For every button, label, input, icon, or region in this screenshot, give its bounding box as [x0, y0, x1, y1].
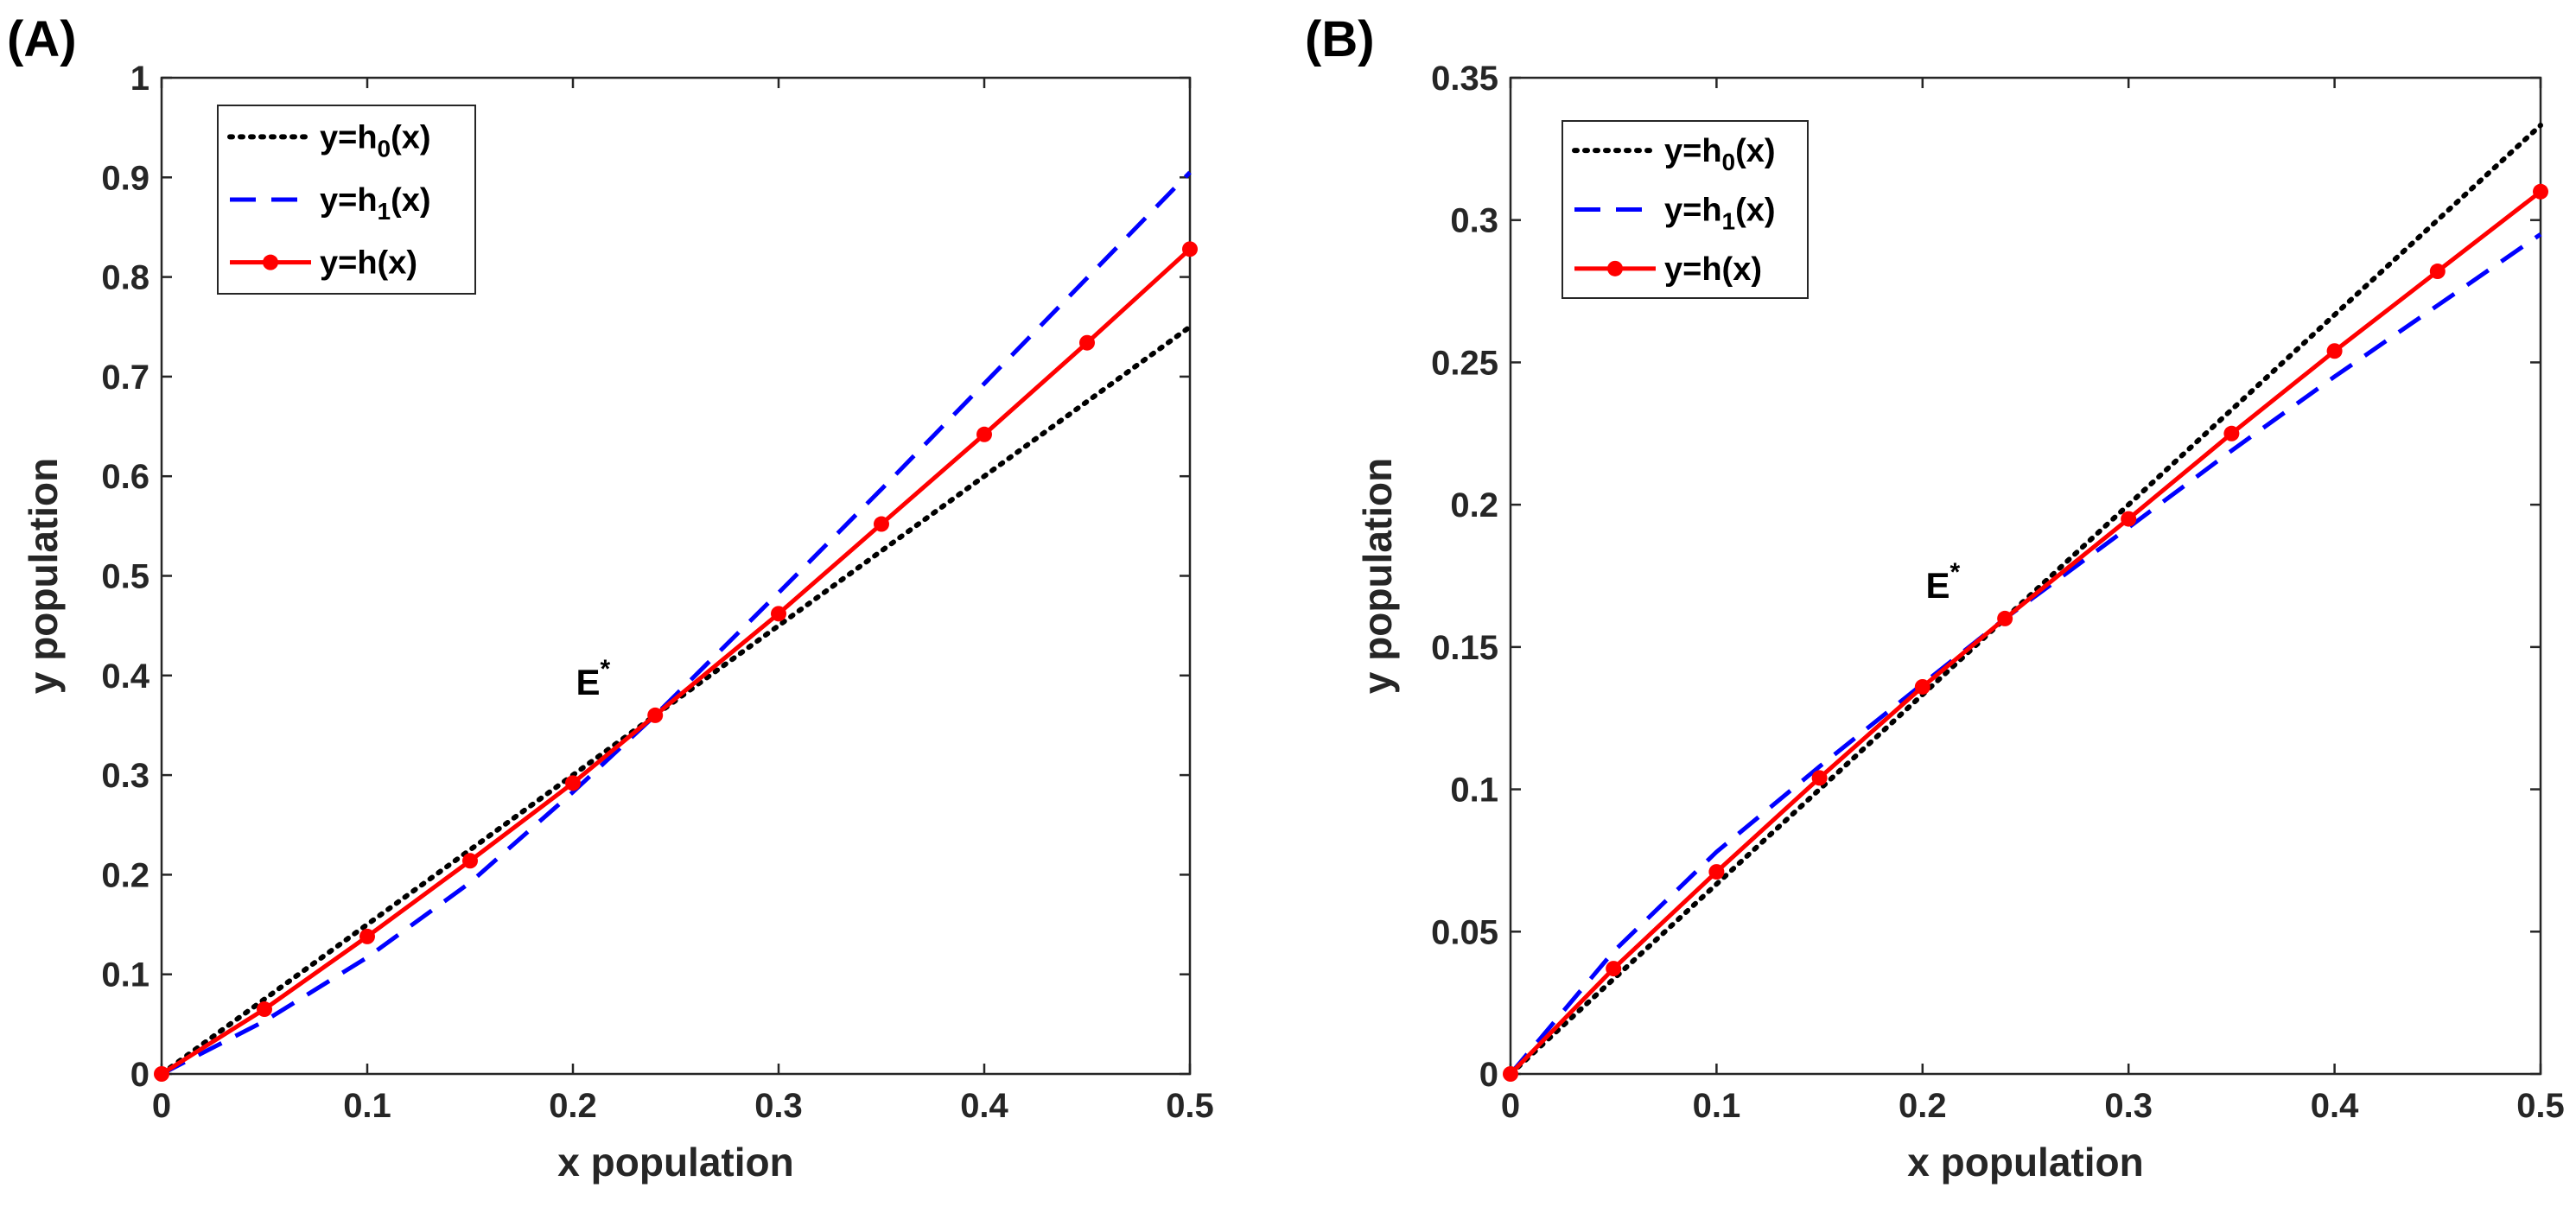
- x-axis-label: x population: [1907, 1140, 2143, 1185]
- legend-label-h1: y=h1(x): [320, 182, 431, 225]
- data-point-h: [1606, 961, 1622, 977]
- x-tick-label: 0: [1501, 1087, 1520, 1125]
- x-tick-label: 0.2: [549, 1087, 597, 1125]
- y-tick-label: 0.9: [101, 159, 149, 197]
- y-tick-label: 0.5: [101, 558, 149, 596]
- y-tick-label: 0.6: [101, 458, 149, 496]
- legend: y=h0(x) y=h1(x) y=h(x): [1562, 120, 1809, 299]
- x-axis-label: x population: [557, 1140, 793, 1185]
- chart-panel-b: (B) 0 0.1 0.2 0.3 0.4 0.5 0 0.05 0.1 0.15 0.2 0.25 0.…: [1305, 11, 2565, 1185]
- x-tick-label: 0.3: [754, 1087, 803, 1125]
- data-point-h: [976, 426, 992, 442]
- data-point-h: [2223, 425, 2240, 442]
- data-point-h: [2121, 511, 2137, 527]
- y-tick-label: 0: [1479, 1056, 1498, 1094]
- legend-label-h: y=h(x): [320, 245, 417, 282]
- y-tick-label: 0.7: [101, 359, 149, 397]
- legend-label-h0: y=h0(x): [320, 119, 431, 162]
- chart-panel-a: (A) 0 0.1 0.2 0.3 0.4 0.5 0 0.1 0.2 0.3 0.4 0.5 0.6 0.…: [7, 11, 1214, 1185]
- data-point-h: [874, 516, 889, 532]
- x-tick-label: 0.4: [2311, 1087, 2359, 1125]
- data-point-h: [771, 606, 786, 622]
- y-tick-label: 0.05: [1431, 913, 1498, 951]
- x-tick-label: 0.1: [1693, 1087, 1741, 1125]
- data-point-h: [462, 853, 478, 869]
- data-point-h: [2429, 264, 2446, 280]
- data-point-h: [1708, 864, 1725, 880]
- y-tick-label: 0.2: [101, 856, 149, 894]
- y-tick-label: 0.35: [1431, 60, 1498, 98]
- data-point-h: [565, 775, 581, 791]
- equilibrium-label: E*: [1925, 558, 1960, 606]
- axes-box: [1509, 76, 2542, 1076]
- equilibrium-label: E*: [576, 655, 610, 702]
- data-point-h: [1503, 1066, 1518, 1082]
- panel-label: (B): [1305, 11, 1375, 67]
- y-tick-label: 0: [130, 1056, 149, 1094]
- y-tick-label: 0.25: [1431, 344, 1498, 382]
- y-axis-label: y population: [1355, 458, 1400, 694]
- series-line-h1: [1509, 232, 2542, 1076]
- legend-label-h: y=h(x): [1664, 251, 1762, 288]
- x-tick-label: 0.5: [1166, 1087, 1214, 1125]
- data-point-h: [647, 707, 664, 723]
- data-point-h: [1182, 241, 1198, 257]
- y-tick-label: 0.1: [1450, 772, 1498, 810]
- y-tick-label: 0.3: [101, 757, 149, 795]
- y-axis-label: y population: [21, 458, 66, 694]
- y-tick-label: 0.3: [1450, 202, 1498, 240]
- data-point-h: [359, 928, 375, 944]
- legend: y=h0(x) y=h1(x) y=h(x): [217, 105, 476, 295]
- data-point-h: [257, 1001, 272, 1018]
- panel-label: (A): [7, 11, 77, 67]
- data-point-h: [1079, 334, 1095, 351]
- data-point-h: [2326, 343, 2343, 359]
- x-tick-label: 0.2: [1899, 1087, 1947, 1125]
- x-tick-label: 0.4: [960, 1087, 1008, 1125]
- x-tick-label: 0.1: [343, 1087, 391, 1125]
- data-point-h: [2533, 183, 2548, 200]
- y-tick-label: 0.2: [1450, 486, 1498, 524]
- y-tick-label: 0.15: [1431, 629, 1498, 667]
- legend-label-h1: y=h1(x): [1664, 193, 1776, 235]
- x-tick-label: 0.3: [2104, 1087, 2153, 1125]
- data-point-h: [1914, 678, 1930, 695]
- data-point-h: [1811, 770, 1828, 786]
- y-tick-label: 0.1: [101, 956, 149, 994]
- y-tick-label: 0.8: [101, 259, 149, 297]
- series-line-h: [1509, 189, 2542, 1076]
- data-point-h: [154, 1066, 169, 1082]
- legend-label-h0: y=h0(x): [1664, 133, 1776, 175]
- legend-marker-h: [263, 254, 278, 270]
- y-tick-label: 0.4: [101, 657, 149, 696]
- series-line-h1: [160, 170, 1192, 1077]
- data-point-h: [1997, 610, 2013, 626]
- x-tick-label: 0: [152, 1087, 171, 1125]
- legend-marker-h: [1607, 260, 1623, 276]
- series-line-h: [160, 247, 1192, 1077]
- y-tick-label: 1: [130, 60, 149, 98]
- x-tick-label: 0.5: [2516, 1087, 2565, 1125]
